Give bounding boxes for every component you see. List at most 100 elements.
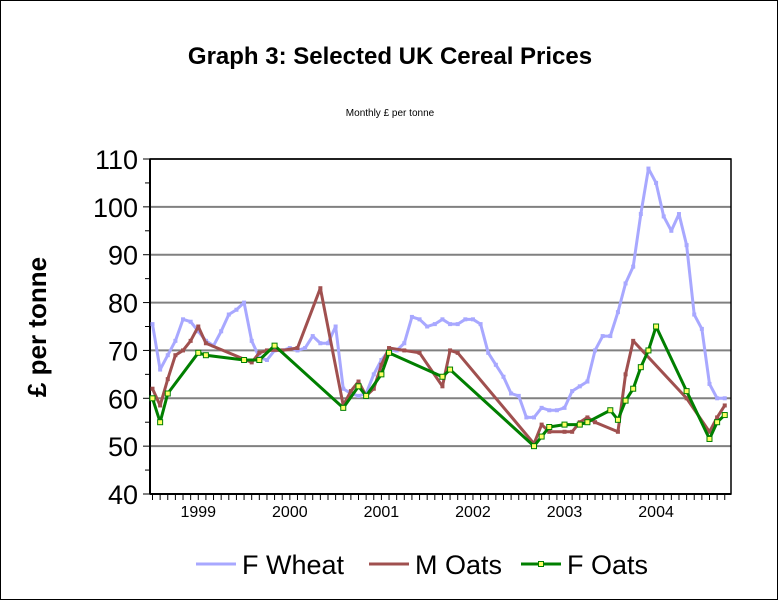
data-point xyxy=(242,300,247,305)
data-point xyxy=(637,364,644,371)
data-point xyxy=(356,379,361,384)
data-point xyxy=(561,421,568,428)
data-point xyxy=(333,324,338,329)
data-point xyxy=(363,392,370,399)
data-point xyxy=(417,317,422,322)
data-point xyxy=(653,323,660,330)
data-point xyxy=(539,422,544,427)
data-point xyxy=(181,317,186,322)
data-point xyxy=(226,312,231,317)
data-point xyxy=(448,348,453,353)
data-point xyxy=(379,358,384,362)
data-point xyxy=(722,396,727,401)
data-point xyxy=(570,389,575,394)
data-point xyxy=(150,322,155,327)
data-point xyxy=(531,443,537,450)
data-point xyxy=(615,429,620,434)
data-point xyxy=(181,348,186,353)
data-point xyxy=(585,415,590,420)
data-point xyxy=(417,350,422,355)
x-tick-label: 2001 xyxy=(364,504,400,521)
data-point xyxy=(241,357,248,363)
data-point xyxy=(409,314,414,319)
data-point xyxy=(371,386,376,391)
data-point xyxy=(593,348,598,353)
data-point xyxy=(387,346,392,351)
series-line-f-oats xyxy=(151,325,726,448)
data-point xyxy=(570,429,575,434)
y-tick-label: 60 xyxy=(108,384,138,414)
data-point xyxy=(234,307,239,312)
data-point xyxy=(486,350,491,355)
data-point xyxy=(158,367,163,372)
data-point xyxy=(623,281,628,286)
data-point xyxy=(195,349,202,356)
data-point xyxy=(455,350,460,355)
data-point xyxy=(280,348,285,353)
x-tick-label: 1999 xyxy=(180,504,216,521)
data-point xyxy=(554,408,559,413)
data-point xyxy=(524,415,529,420)
data-point xyxy=(432,322,437,327)
data-point xyxy=(264,348,269,353)
series-line-f-wheat xyxy=(151,167,725,419)
data-point xyxy=(455,322,460,327)
data-point xyxy=(584,419,591,426)
data-point xyxy=(676,212,681,217)
data-point xyxy=(562,429,567,434)
data-point xyxy=(440,384,445,389)
data-point xyxy=(622,397,629,404)
data-point xyxy=(303,346,308,351)
data-point xyxy=(196,324,201,329)
data-point xyxy=(684,243,689,248)
data-point xyxy=(448,322,453,327)
data-point xyxy=(684,396,689,401)
data-point xyxy=(706,435,713,442)
data-point xyxy=(202,352,209,359)
legend-label: F Wheat xyxy=(242,550,345,580)
y-tick-label: 50 xyxy=(108,432,138,462)
data-point xyxy=(149,395,156,402)
data-point xyxy=(722,403,727,408)
data-point xyxy=(165,353,170,358)
data-point xyxy=(439,373,446,380)
chart-subtitle: Monthly £ per tonne xyxy=(345,108,435,119)
data-point xyxy=(532,415,536,420)
x-tick-label: 2003 xyxy=(547,504,583,521)
x-tick-label: 2002 xyxy=(455,504,491,521)
data-point xyxy=(509,391,514,396)
data-point xyxy=(600,334,605,339)
data-point xyxy=(318,341,323,346)
data-point xyxy=(699,326,704,331)
data-point xyxy=(158,403,163,408)
y-axis-label: £ per tonne xyxy=(22,257,52,397)
data-point xyxy=(623,372,628,377)
data-point xyxy=(318,286,323,291)
data-point xyxy=(402,348,407,353)
data-point xyxy=(295,346,300,351)
data-point xyxy=(576,421,583,428)
y-tick-label: 90 xyxy=(108,241,138,271)
data-point xyxy=(614,416,621,423)
data-point xyxy=(164,390,171,397)
legend-label: M Oats xyxy=(415,550,502,580)
data-point xyxy=(631,264,636,269)
data-point xyxy=(721,412,728,419)
data-point xyxy=(631,338,636,343)
data-point xyxy=(683,388,690,395)
plot-border xyxy=(149,158,732,495)
data-point xyxy=(715,396,720,401)
data-point xyxy=(295,348,300,353)
data-point xyxy=(249,360,254,365)
data-point xyxy=(585,379,590,384)
data-point xyxy=(493,362,498,367)
data-point xyxy=(501,374,506,379)
data-point xyxy=(348,389,353,394)
data-point xyxy=(165,377,170,382)
data-point xyxy=(546,424,553,430)
data-point xyxy=(630,385,637,392)
data-point xyxy=(356,393,361,398)
data-point xyxy=(378,371,385,378)
data-point xyxy=(654,180,659,185)
